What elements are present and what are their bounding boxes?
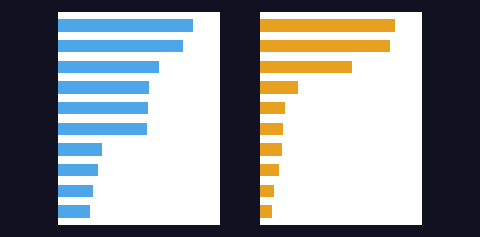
Bar xyxy=(58,19,192,32)
Bar xyxy=(260,123,283,135)
Bar xyxy=(58,164,98,177)
Bar xyxy=(260,19,396,32)
Bar xyxy=(58,123,147,135)
Bar xyxy=(58,81,149,94)
Bar xyxy=(260,102,285,114)
Bar xyxy=(260,205,273,218)
Bar xyxy=(260,185,274,197)
Bar xyxy=(58,143,102,156)
Bar xyxy=(260,81,298,94)
Bar xyxy=(260,40,390,52)
Bar xyxy=(58,40,183,52)
Bar xyxy=(260,164,279,177)
Bar xyxy=(58,185,93,197)
Bar xyxy=(58,102,148,114)
Bar xyxy=(58,60,159,73)
Bar xyxy=(260,143,282,156)
Bar xyxy=(58,205,90,218)
Bar xyxy=(260,60,352,73)
